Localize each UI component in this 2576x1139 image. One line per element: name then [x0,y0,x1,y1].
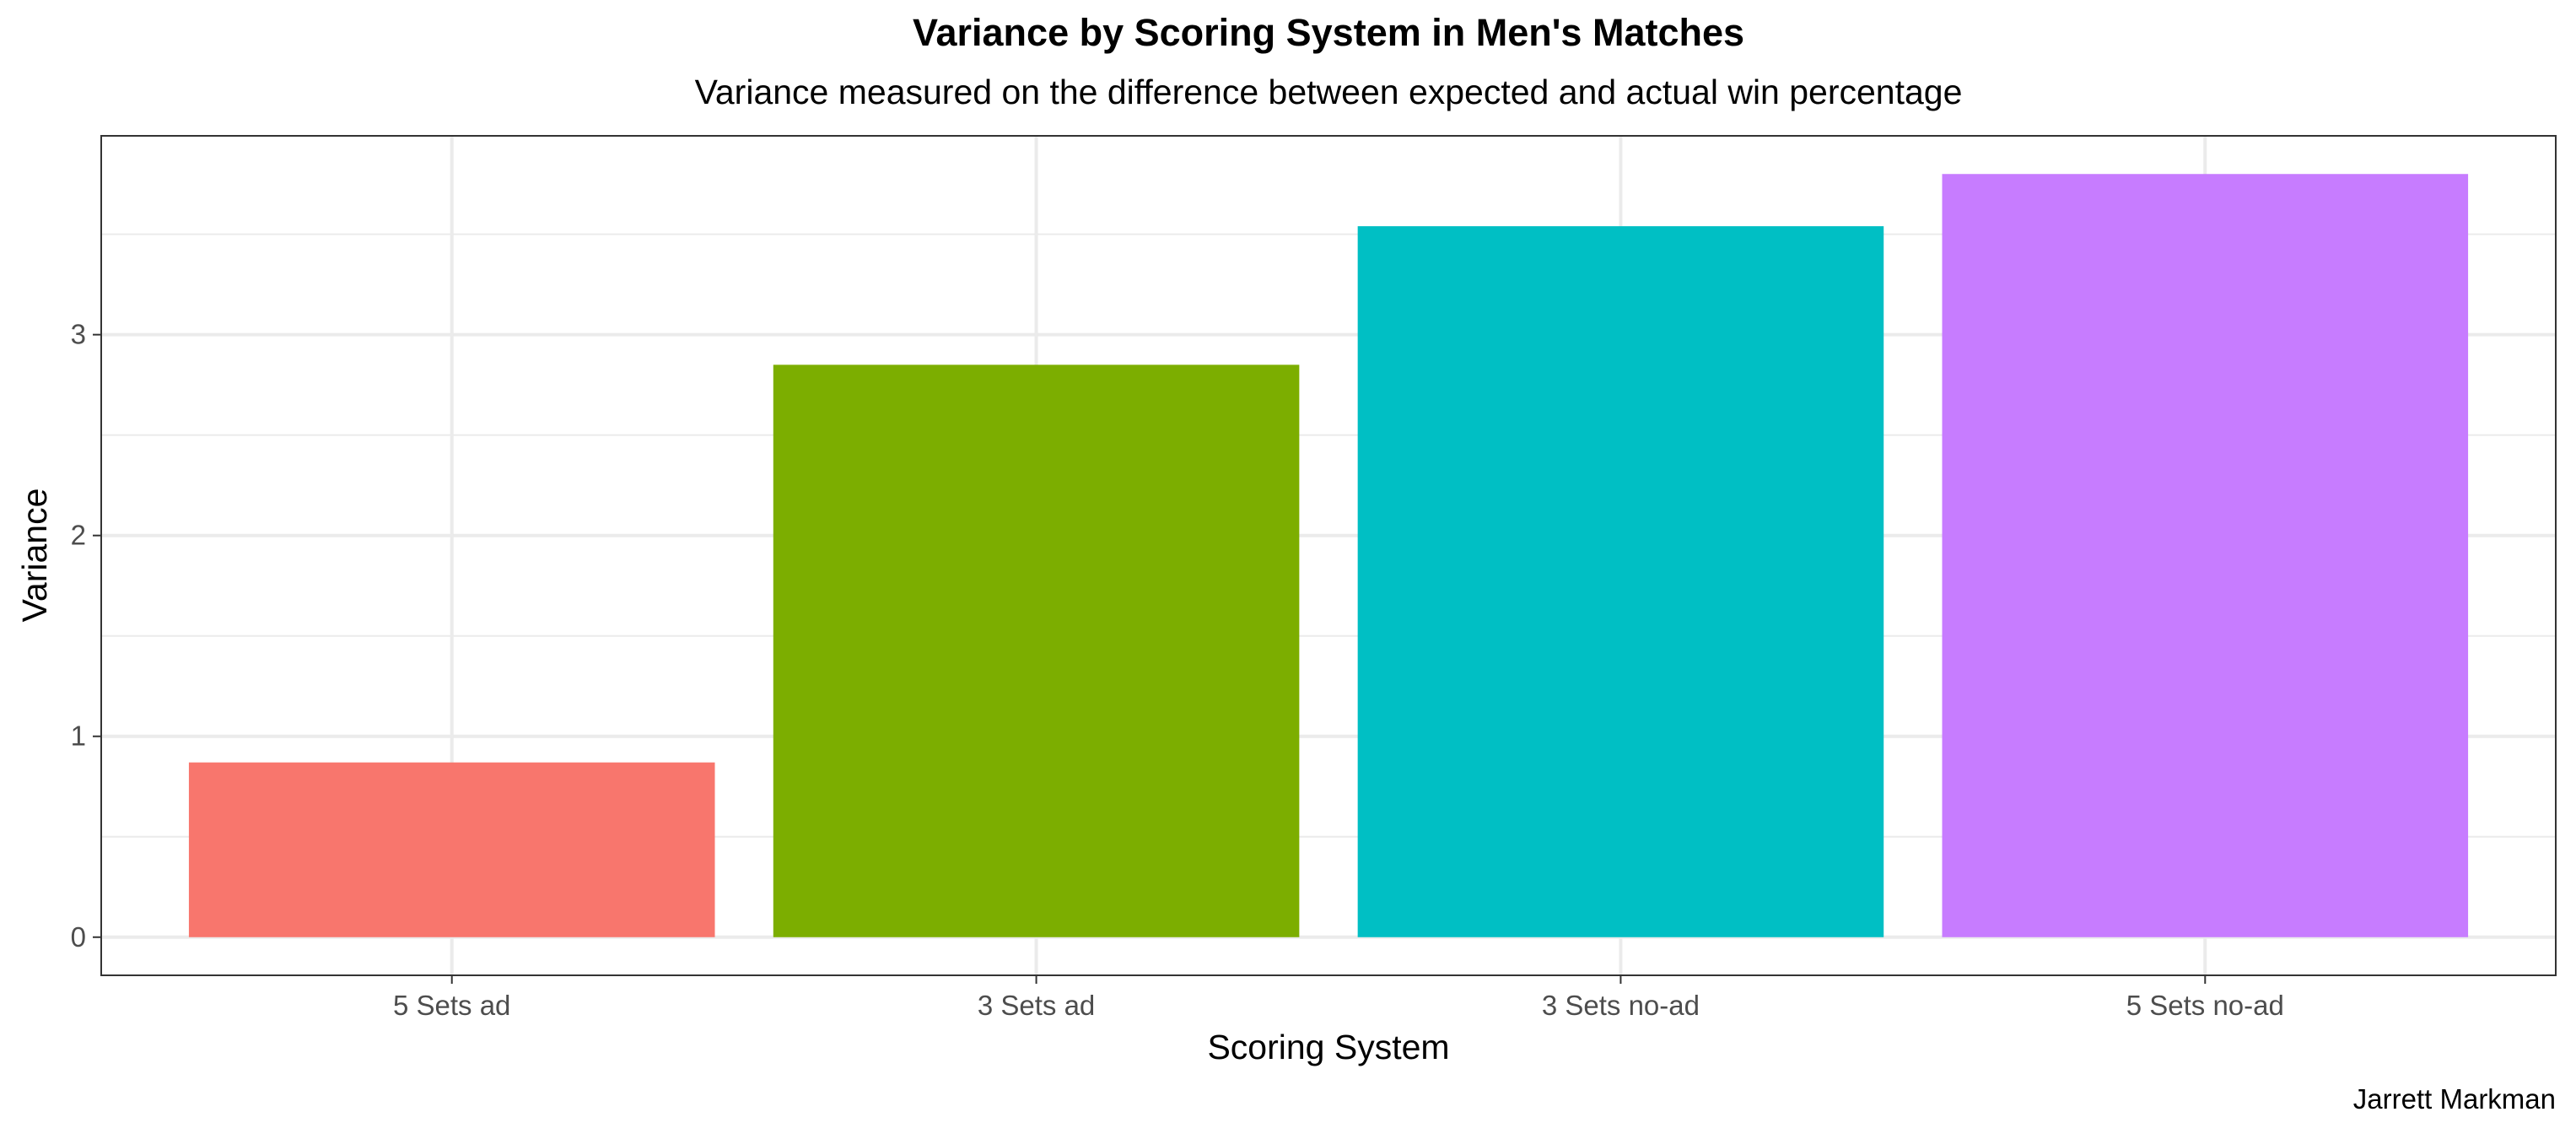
bar-5-sets-no-ad [1942,174,2469,937]
y-axis: 0 1 2 3 [71,319,101,953]
y-tick-label: 0 [71,921,86,953]
chart-subtitle: Variance measured on the difference betw… [695,73,1963,111]
x-axis-title: Scoring System [1207,1028,1449,1066]
x-axis: 5 Sets ad 3 Sets ad 3 Sets no-ad 5 Sets no-… [393,975,2284,1021]
plot-panel-border [100,135,2557,976]
bar-5-sets-ad [188,762,715,937]
chart-caption: Jarrett Markman [2353,1083,2556,1115]
y-axis-title: Variance [15,489,54,623]
x-tick-label: 5 Sets ad [393,990,510,1021]
y-tick-label: 1 [71,721,86,752]
x-tick-label: 5 Sets no-ad [2126,990,2284,1021]
chart-title: Variance by Scoring System in Men's Matc… [913,11,1744,54]
y-tick-label: 3 [71,319,86,350]
x-tick-label: 3 Sets no-ad [1542,990,1700,1021]
y-tick-label: 2 [71,520,86,551]
bar-3-sets-ad [773,364,1300,937]
bar-3-sets-no-ad [1357,226,1884,937]
x-tick-label: 3 Sets ad [978,990,1095,1021]
bars [188,174,2469,937]
